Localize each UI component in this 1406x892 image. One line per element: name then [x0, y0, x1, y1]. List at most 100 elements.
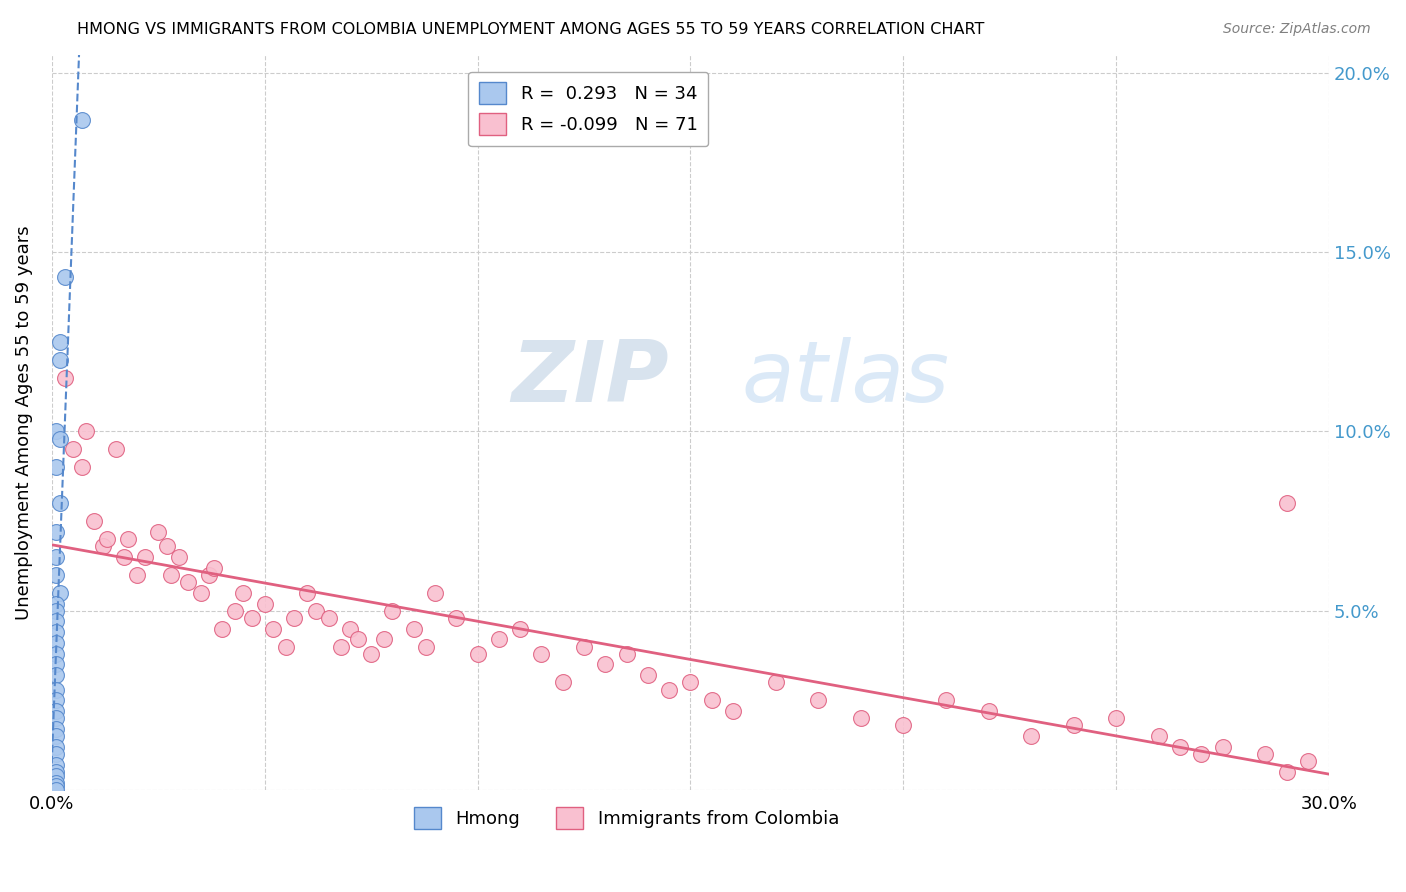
Point	[45, 636, 67, 650]
Point	[721, 704, 744, 718]
Point	[977, 704, 1000, 718]
Point	[91, 539, 114, 553]
Point	[1275, 496, 1298, 510]
Point	[45, 747, 67, 761]
Point	[45, 647, 67, 661]
Point	[807, 693, 830, 707]
Point	[849, 711, 872, 725]
Point	[891, 718, 914, 732]
Point	[45, 682, 67, 697]
Point	[45, 768, 67, 782]
Point	[637, 668, 659, 682]
Point	[45, 524, 67, 539]
Point	[190, 586, 212, 600]
Point	[1275, 764, 1298, 779]
Point	[283, 611, 305, 625]
Point	[148, 524, 170, 539]
Point	[658, 682, 681, 697]
Point	[112, 549, 135, 564]
Point	[45, 625, 67, 640]
Point	[224, 604, 246, 618]
Point	[62, 442, 84, 457]
Point	[45, 567, 67, 582]
Point	[415, 640, 437, 654]
Point	[53, 270, 76, 285]
Point	[1296, 754, 1319, 768]
Point	[423, 586, 446, 600]
Point	[45, 776, 67, 790]
Point	[45, 425, 67, 439]
Point	[339, 622, 361, 636]
Point	[45, 604, 67, 618]
Point	[297, 586, 319, 600]
Point	[45, 615, 67, 629]
Point	[70, 460, 93, 475]
Point	[45, 757, 67, 772]
Point	[935, 693, 957, 707]
Point	[360, 647, 382, 661]
Point	[83, 514, 105, 528]
Point	[177, 574, 200, 589]
Point	[49, 334, 72, 349]
Point	[117, 532, 139, 546]
Point	[232, 586, 254, 600]
Point	[169, 549, 191, 564]
Point	[262, 622, 284, 636]
Point	[49, 586, 72, 600]
Text: Source: ZipAtlas.com: Source: ZipAtlas.com	[1223, 22, 1371, 37]
Point	[45, 460, 67, 475]
Point	[446, 611, 468, 625]
Point	[1105, 711, 1128, 725]
Point	[45, 549, 67, 564]
Point	[616, 647, 638, 661]
Point	[1212, 739, 1234, 754]
Point	[1063, 718, 1085, 732]
Point	[96, 532, 118, 546]
Point	[1254, 747, 1277, 761]
Point	[509, 622, 531, 636]
Point	[75, 425, 97, 439]
Point	[467, 647, 489, 661]
Y-axis label: Unemployment Among Ages 55 to 59 years: Unemployment Among Ages 55 to 59 years	[15, 225, 32, 620]
Point	[198, 567, 221, 582]
Point	[211, 622, 233, 636]
Point	[240, 611, 263, 625]
Point	[70, 112, 93, 127]
Point	[134, 549, 156, 564]
Point	[330, 640, 353, 654]
Legend: Hmong, Immigrants from Colombia: Hmong, Immigrants from Colombia	[406, 799, 846, 836]
Point	[373, 632, 395, 647]
Point	[530, 647, 553, 661]
Point	[765, 675, 787, 690]
Text: atlas: atlas	[741, 337, 949, 420]
Point	[156, 539, 179, 553]
Point	[53, 370, 76, 384]
Point	[253, 597, 276, 611]
Text: HMONG VS IMMIGRANTS FROM COLOMBIA UNEMPLOYMENT AMONG AGES 55 TO 59 YEARS CORRELA: HMONG VS IMMIGRANTS FROM COLOMBIA UNEMPL…	[77, 22, 984, 37]
Point	[700, 693, 723, 707]
Point	[160, 567, 183, 582]
Point	[45, 722, 67, 736]
Point	[551, 675, 574, 690]
Point	[45, 783, 67, 797]
Point	[49, 496, 72, 510]
Point	[1147, 729, 1170, 743]
Point	[1189, 747, 1212, 761]
Point	[488, 632, 510, 647]
Point	[347, 632, 370, 647]
Point	[381, 604, 404, 618]
Point	[402, 622, 425, 636]
Point	[318, 611, 340, 625]
Point	[1168, 739, 1191, 754]
Point	[45, 657, 67, 672]
Point	[45, 711, 67, 725]
Point	[104, 442, 127, 457]
Text: ZIP: ZIP	[512, 337, 669, 420]
Point	[45, 597, 67, 611]
Point	[595, 657, 617, 672]
Point	[572, 640, 595, 654]
Point	[45, 668, 67, 682]
Point	[45, 693, 67, 707]
Point	[1019, 729, 1042, 743]
Point	[679, 675, 702, 690]
